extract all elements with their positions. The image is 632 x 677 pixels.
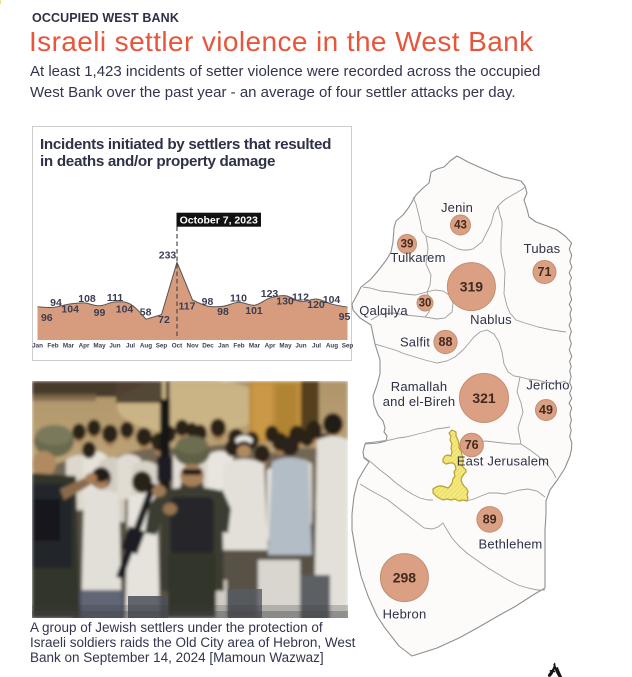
svg-text:East Jerusalem: East Jerusalem — [457, 454, 549, 469]
svg-text:96: 96 — [41, 312, 53, 324]
svg-text:120: 120 — [307, 299, 325, 311]
svg-text:Jan: Jan — [218, 343, 229, 350]
svg-text:Feb: Feb — [47, 343, 58, 350]
svg-text:Nablus: Nablus — [470, 312, 512, 327]
svg-text:Jericho: Jericho — [526, 378, 569, 393]
svg-text:May: May — [279, 343, 292, 350]
svg-text:49: 49 — [539, 403, 553, 417]
svg-text:Sep: Sep — [342, 343, 354, 350]
svg-text:98: 98 — [217, 306, 229, 318]
svg-text:Sep: Sep — [156, 343, 168, 350]
svg-text:76: 76 — [465, 438, 479, 452]
svg-text:Mar: Mar — [63, 343, 75, 350]
svg-text:110: 110 — [230, 292, 247, 304]
svg-text:October 7, 2023: October 7, 2023 — [180, 214, 258, 226]
svg-text:108: 108 — [78, 293, 96, 305]
svg-text:111: 111 — [107, 292, 124, 304]
svg-text:94: 94 — [50, 297, 62, 309]
svg-text:Tulkarem: Tulkarem — [390, 250, 445, 265]
svg-text:Tubas: Tubas — [524, 241, 561, 256]
svg-text:72: 72 — [158, 314, 170, 326]
svg-text:Jan: Jan — [32, 343, 43, 350]
svg-text:Jul: Jul — [312, 343, 321, 350]
svg-text:95: 95 — [339, 311, 351, 323]
svg-text:Salfit: Salfit — [400, 335, 430, 350]
svg-text:112: 112 — [292, 292, 309, 304]
svg-text:98: 98 — [202, 296, 214, 308]
svg-text:321: 321 — [472, 390, 496, 406]
svg-text:30: 30 — [419, 298, 432, 310]
svg-text:Aug: Aug — [326, 343, 338, 350]
svg-text:Feb: Feb — [233, 343, 244, 350]
svg-text:89: 89 — [483, 513, 497, 527]
svg-text:Jenin: Jenin — [441, 200, 473, 215]
svg-text:Jun: Jun — [109, 343, 120, 350]
svg-text:Qalqilya: Qalqilya — [359, 303, 408, 318]
svg-text:Jul: Jul — [126, 343, 135, 350]
svg-text:Mar: Mar — [249, 343, 261, 350]
svg-text:104: 104 — [61, 304, 79, 316]
svg-text:Oct: Oct — [172, 343, 183, 350]
svg-text:Dec: Dec — [202, 343, 214, 350]
svg-text:71: 71 — [538, 265, 552, 279]
svg-text:319: 319 — [460, 279, 484, 295]
svg-text:99: 99 — [94, 307, 106, 319]
svg-text:Jun: Jun — [295, 343, 306, 350]
svg-text:Apr: Apr — [79, 343, 90, 350]
svg-text:130: 130 — [276, 296, 294, 308]
svg-text:298: 298 — [393, 570, 417, 586]
svg-text:104: 104 — [116, 304, 134, 316]
svg-text:Bethlehem: Bethlehem — [479, 537, 543, 552]
svg-text:43: 43 — [454, 220, 467, 232]
svg-text:May: May — [93, 343, 106, 350]
svg-text:104: 104 — [323, 294, 341, 306]
svg-text:233: 233 — [159, 250, 177, 262]
svg-text:Ramallah: Ramallah — [391, 379, 448, 394]
svg-text:Aug: Aug — [140, 343, 152, 350]
svg-text:Hebron: Hebron — [383, 607, 427, 622]
svg-text:39: 39 — [401, 239, 414, 251]
svg-text:117: 117 — [179, 301, 196, 313]
svg-text:88: 88 — [439, 335, 453, 349]
svg-text:Apr: Apr — [265, 343, 276, 350]
svg-text:and el-Bireh: and el-Bireh — [383, 394, 456, 409]
svg-text:101: 101 — [245, 305, 263, 317]
svg-text:Nov: Nov — [187, 343, 199, 350]
svg-text:58: 58 — [140, 306, 152, 318]
svg-text:123: 123 — [261, 288, 279, 300]
